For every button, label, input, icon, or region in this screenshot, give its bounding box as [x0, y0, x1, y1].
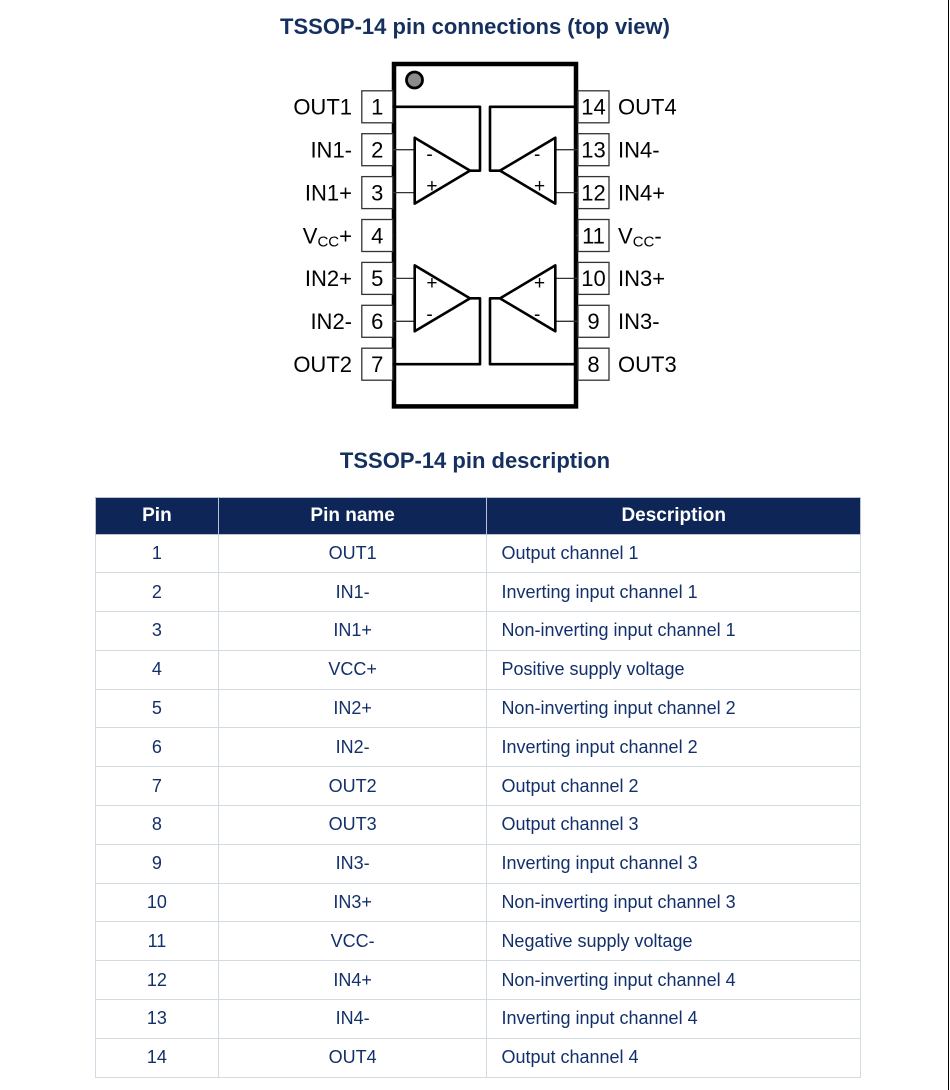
svg-text:10: 10: [581, 266, 605, 291]
svg-text:1: 1: [371, 95, 383, 120]
svg-text:14: 14: [581, 95, 605, 120]
svg-text:+: +: [534, 176, 545, 197]
svg-text:2: 2: [371, 138, 383, 163]
svg-text:6: 6: [371, 309, 383, 334]
svg-text:IN4+: IN4+: [618, 180, 665, 205]
svg-text:7: 7: [371, 352, 383, 377]
svg-text:OUT1: OUT1: [293, 95, 352, 120]
svg-text:-: -: [426, 145, 432, 166]
svg-text:IN2+: IN2+: [305, 266, 352, 291]
svg-text:9: 9: [587, 309, 599, 334]
svg-text:-: -: [534, 145, 540, 166]
svg-text:VCC+: VCC+: [303, 223, 352, 250]
svg-text:IN3+: IN3+: [618, 266, 665, 291]
svg-text:13: 13: [581, 138, 605, 163]
svg-text:4: 4: [371, 223, 383, 248]
svg-text:IN2-: IN2-: [310, 309, 352, 334]
svg-text:IN1-: IN1-: [310, 138, 352, 163]
svg-text:3: 3: [371, 180, 383, 205]
svg-text:+: +: [426, 273, 437, 294]
svg-text:OUT4: OUT4: [618, 95, 677, 120]
svg-text:VCC-: VCC-: [618, 223, 662, 250]
svg-text:OUT2: OUT2: [293, 352, 352, 377]
svg-text:IN4-: IN4-: [618, 138, 660, 163]
svg-text:-: -: [426, 305, 432, 326]
svg-text:11: 11: [582, 223, 605, 248]
svg-text:IN3-: IN3-: [618, 309, 660, 334]
svg-text:IN1+: IN1+: [305, 180, 352, 205]
svg-text:+: +: [426, 176, 437, 197]
svg-text:8: 8: [587, 352, 599, 377]
svg-text:5: 5: [371, 266, 383, 291]
svg-text:OUT3: OUT3: [618, 352, 677, 377]
svg-text:-: -: [534, 305, 540, 326]
svg-text:12: 12: [581, 180, 605, 205]
svg-text:+: +: [534, 273, 545, 294]
